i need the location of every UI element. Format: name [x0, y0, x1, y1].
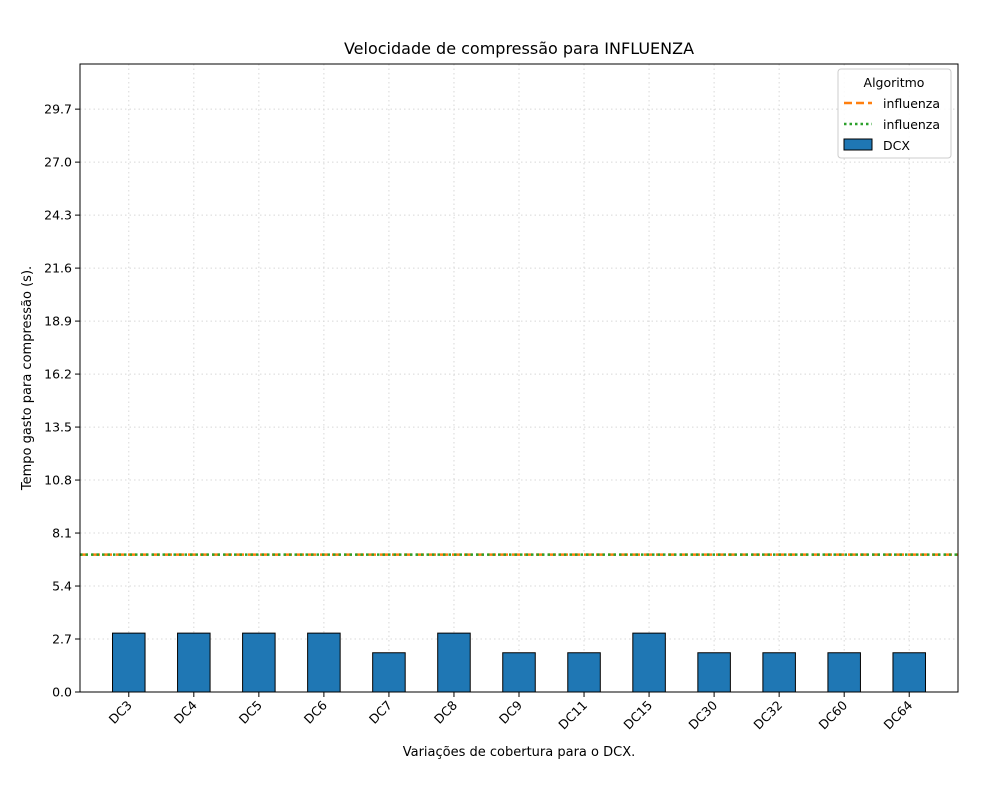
- legend: Algoritmo influenza influenza DCX: [837, 68, 952, 159]
- y-axis-label: Tempo gasto para compressão (s).: [20, 266, 35, 491]
- chart-title: Velocidade de compressão para INFLUENZA: [344, 39, 694, 58]
- bar-dc11: [567, 652, 601, 693]
- x-tick-label: DC3: [106, 698, 135, 727]
- grid: [80, 64, 958, 692]
- legend-label-influenza-dashed: influenza: [883, 96, 940, 111]
- bar-dc9: [502, 652, 536, 693]
- y-tick-label: 10.8: [44, 473, 72, 488]
- bar-dc15: [632, 632, 666, 693]
- y-tick-label: 27.0: [44, 155, 72, 170]
- y-tick-label: 13.5: [44, 420, 72, 435]
- bar-dc64: [892, 652, 926, 693]
- legend-title: Algoritmo: [864, 75, 925, 90]
- bar-dc3: [112, 632, 146, 693]
- x-tick-label: DC4: [171, 697, 200, 726]
- x-tick-label: DC11: [555, 698, 590, 733]
- y-tick-label: 2.7: [52, 632, 72, 647]
- y-tick-label: 18.9: [44, 314, 72, 329]
- x-tick-label: DC9: [496, 697, 525, 726]
- y-tick-label: 24.3: [44, 208, 72, 223]
- bar-dc5: [242, 632, 276, 693]
- bar-dc8: [437, 632, 471, 693]
- x-tick-label: DC6: [301, 697, 330, 726]
- bar-dc6: [307, 632, 341, 693]
- bar-dc32: [762, 652, 796, 693]
- y-tick-label: 0.0: [52, 685, 72, 700]
- x-tick-label: DC15: [620, 698, 655, 733]
- x-tick-label: DC32: [750, 698, 785, 733]
- legend-label-influenza-dotted: influenza: [883, 117, 940, 132]
- legend-swatch-dcx: [843, 138, 873, 151]
- x-axis: DC3 DC4 DC5 DC6 DC7 DC8 DC9 DC11 DC15 DC30 DC32 DC6…: [106, 692, 916, 733]
- bar-dc60: [827, 652, 861, 693]
- x-tick-label: DC30: [685, 697, 720, 732]
- legend-label-dcx: DCX: [883, 138, 910, 153]
- y-axis: 0.0 2.7 5.4 8.1 10.8 13.5 16.2 18.9 21.6 24.3 27.0…: [44, 102, 80, 700]
- bar-dc30: [697, 652, 731, 693]
- plot-frame: [79, 63, 959, 693]
- y-tick-label: 16.2: [44, 367, 72, 382]
- y-tick-label: 5.4: [52, 579, 72, 594]
- x-tick-label: DC64: [881, 697, 916, 732]
- y-tick-label: 29.7: [44, 102, 72, 117]
- y-tick-label: 8.1: [52, 526, 72, 541]
- x-tick-label: DC5: [236, 698, 265, 727]
- x-tick-label: DC60: [815, 697, 850, 732]
- bar-dc7: [372, 652, 406, 693]
- legend-box: [837, 68, 952, 159]
- x-axis-label: Variações de cobertura para o DCX.: [403, 745, 636, 760]
- x-tick-label: DC8: [431, 697, 460, 726]
- bars: [112, 632, 926, 693]
- x-tick-label: DC7: [366, 698, 395, 727]
- bar-dc4: [177, 632, 211, 693]
- y-tick-label: 21.6: [44, 261, 72, 276]
